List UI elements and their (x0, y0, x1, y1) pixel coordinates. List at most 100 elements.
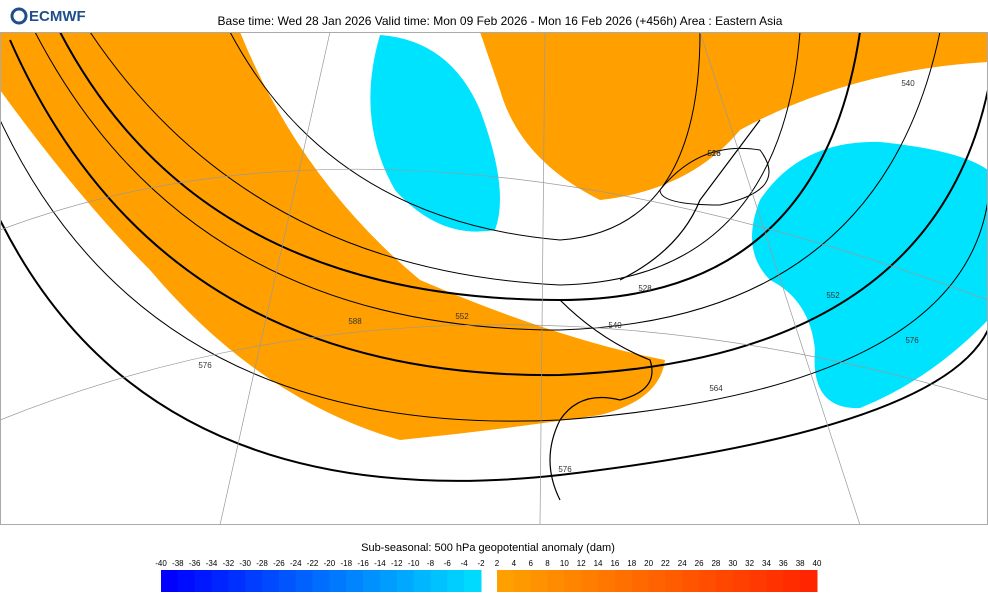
legend-tick-label: -38 (172, 559, 184, 568)
legend-swatch (346, 570, 364, 592)
contour (659, 147, 770, 206)
legend-swatch (749, 570, 767, 592)
legend-swatch (278, 570, 297, 592)
legend-swatch (783, 570, 801, 592)
legend-swatch (228, 570, 246, 592)
legend-tick-label: 18 (627, 559, 636, 568)
contour-label: 576 (905, 336, 919, 345)
contour-label: 528 (638, 284, 652, 293)
legend-swatch (413, 570, 431, 592)
legend-swatch (329, 570, 347, 592)
legend-swatch (648, 570, 666, 592)
legend-tick-label: -18 (340, 559, 352, 568)
legend-swatch (295, 570, 314, 592)
legend-title: Sub-seasonal: 500 hPa geopotential anoma… (361, 542, 615, 554)
legend-swatch (715, 570, 734, 592)
legend-swatch (547, 570, 565, 592)
legend-tick-label: -36 (189, 559, 201, 568)
legend-swatch (614, 570, 633, 592)
positive-anomaly (480, 32, 988, 200)
contour-label: 552 (826, 291, 840, 300)
legend-swatch (530, 570, 549, 592)
legend-tick-label: -14 (374, 559, 386, 568)
legend-tick-label: -16 (357, 559, 369, 568)
legend-swatch (564, 570, 582, 592)
contour-label: 588 (348, 317, 362, 326)
legend-tick-label: 14 (594, 559, 603, 568)
legend-tick-label: -40 (155, 559, 167, 568)
legend-tick-label: 10 (560, 559, 569, 568)
legend-tick-label: -22 (307, 559, 319, 568)
legend-tick-label: 36 (779, 559, 788, 568)
legend-tick-label: -30 (239, 559, 251, 568)
contour (0, 219, 988, 482)
contour-label: 576 (198, 361, 212, 370)
legend-swatch (497, 570, 515, 592)
legend-swatch (177, 570, 196, 592)
legend-swatch (598, 570, 616, 592)
legend-swatch (699, 570, 717, 592)
legend-swatch (211, 570, 229, 592)
contour (0, 119, 988, 422)
legend-swatch (194, 570, 213, 592)
legend-tick-label: -24 (290, 559, 302, 568)
header-title: Base time: Wed 28 Jan 2026 Valid time: M… (218, 14, 783, 28)
legend-tick-label: 28 (711, 559, 720, 568)
legend-tick-label: -6 (444, 559, 452, 568)
legend-tick-label: -2 (477, 559, 485, 568)
negative-anomaly (370, 35, 500, 232)
legend-swatch (161, 570, 179, 592)
logo-text: ECMWF (29, 8, 86, 25)
negative-anomaly (752, 141, 988, 409)
contour-label: 540 (608, 321, 622, 330)
legend-tick-label: 38 (796, 559, 805, 568)
contour-label: 528 (707, 149, 721, 158)
legend-swatch (396, 570, 415, 592)
legend-tick-label: 32 (745, 559, 754, 568)
legend-swatch (464, 570, 482, 592)
legend-tick-label: -34 (206, 559, 218, 568)
contour (9, 39, 988, 377)
legend-tick-label: 6 (528, 559, 533, 568)
legend-tick-label: 2 (495, 559, 500, 568)
legend-tick-label: 16 (610, 559, 619, 568)
contour-label: 540 (901, 79, 915, 88)
legend-tick-label: -32 (223, 559, 235, 568)
legend-swatch (447, 570, 465, 592)
contour-label: 564 (709, 384, 723, 393)
legend-swatch (245, 570, 263, 592)
logo: ECMWF (10, 7, 86, 25)
contour (229, 32, 701, 241)
legend-tick-label: -4 (461, 559, 469, 568)
legend-tick-label: -20 (324, 559, 336, 568)
legend-swatch (262, 570, 280, 592)
legend-tick-label: -10 (408, 559, 420, 568)
legend-tick-label: -12 (391, 559, 403, 568)
graticule (0, 32, 988, 525)
legend-tick-label: -26 (273, 559, 285, 568)
legend-swatch (581, 570, 599, 592)
legend-tick-label: -8 (427, 559, 435, 568)
legend-tick-label: 8 (545, 559, 550, 568)
contour (34, 32, 941, 331)
legend-swatch (682, 570, 700, 592)
legend-tick-label: 34 (762, 559, 771, 568)
contour-label: 576 (558, 465, 572, 474)
coastline (549, 119, 761, 501)
legend-swatch (379, 570, 398, 592)
legend-tick-label: 40 (813, 559, 822, 568)
legend-tick-label: 12 (577, 559, 586, 568)
legend-swatch (363, 570, 381, 592)
contour-label: 516 (707, 149, 721, 158)
legend-swatch (665, 570, 683, 592)
legend-swatch (513, 570, 532, 592)
logo-icon (10, 7, 28, 25)
legend-tick-label: 26 (695, 559, 704, 568)
legend-tick-label: 22 (661, 559, 670, 568)
legend-swatch (312, 570, 330, 592)
contour (89, 32, 801, 286)
legend-tick-label: 20 (644, 559, 653, 568)
